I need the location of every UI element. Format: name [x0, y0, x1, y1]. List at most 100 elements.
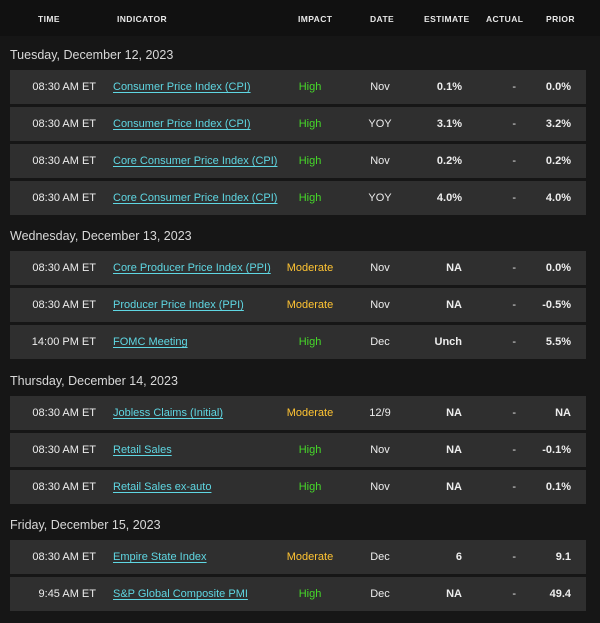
event-period: Dec	[370, 336, 390, 348]
event-period: Dec	[370, 551, 390, 563]
actual-value: -	[512, 481, 516, 493]
estimate-value: NA	[446, 444, 462, 456]
prior-value: -0.1%	[542, 444, 571, 456]
indicator-link[interactable]: Producer Price Index (PPI)	[113, 299, 244, 311]
actual-value: -	[512, 588, 516, 600]
day-heading: Friday, December 15, 2023	[10, 518, 161, 532]
prior-value: 0.0%	[545, 81, 571, 93]
event-row: 08:30 AM ET Empire State Index Moderate Dec…	[10, 540, 586, 574]
estimate-value: 3.1%	[436, 118, 462, 130]
impact-level: High	[298, 81, 322, 93]
event-time: 08:30 AM ET	[32, 299, 96, 311]
impact-level: High	[298, 481, 322, 493]
estimate-value: Unch	[434, 336, 463, 348]
indicator-link[interactable]: Jobless Claims (Initial)	[113, 407, 224, 419]
event-row: 9:45 AM ET S&P Global Composite PMI High De…	[10, 577, 586, 611]
event-row: 08:30 AM ET Core Consumer Price Index (CP…	[10, 144, 586, 178]
header-estimate: ESTIMATE	[424, 14, 470, 24]
header-prior: PRIOR	[546, 14, 575, 24]
indicator-link[interactable]: S&P Global Composite PMI	[113, 588, 248, 600]
event-time: 08:30 AM ET	[32, 481, 96, 493]
event-period: Nov	[370, 262, 390, 274]
actual-value: -	[512, 407, 516, 419]
event-time: 08:30 AM ET	[32, 262, 96, 274]
estimate-value: 4.0%	[436, 192, 462, 204]
event-row: 08:30 AM ET Consumer Price Index (CPI) Hig…	[10, 70, 586, 104]
event-row: 08:30 AM ET Core Consumer Price Index (CP…	[10, 181, 586, 215]
day-heading: Wednesday, December 13, 2023	[10, 229, 192, 243]
indicator-link[interactable]: Consumer Price Index (CPI)	[113, 81, 251, 93]
event-row: 08:30 AM ET Retail Sales High Nov NA - -0.1%	[10, 433, 586, 467]
event-row: 08:30 AM ET Producer Price Index (PPI) Mod…	[10, 288, 586, 322]
actual-value: -	[512, 192, 516, 204]
event-time: 08:30 AM ET	[32, 81, 96, 93]
prior-value: -0.5%	[542, 299, 571, 311]
event-row: 08:30 AM ET Retail Sales ex-auto High Nov NA…	[10, 470, 586, 504]
indicator-link[interactable]: Consumer Price Index (CPI)	[113, 118, 251, 130]
impact-level: Moderate	[286, 299, 334, 311]
impact-level: High	[298, 118, 322, 130]
header-actual: ACTUAL	[486, 14, 524, 24]
event-period: YOY	[368, 118, 392, 130]
impact-level: High	[298, 336, 322, 348]
event-time: 14:00 PM ET	[31, 336, 96, 348]
actual-value: -	[512, 444, 516, 456]
header-time: TIME	[38, 14, 60, 24]
estimate-value: NA	[446, 481, 462, 493]
indicator-link[interactable]: Core Consumer Price Index (CPI)	[113, 192, 278, 204]
impact-level: High	[298, 588, 322, 600]
actual-value: -	[512, 155, 516, 167]
event-row: 08:30 AM ET Jobless Claims (Initial) Moder…	[10, 396, 586, 430]
estimate-value: NA	[446, 407, 462, 419]
estimate-value: NA	[446, 262, 462, 274]
impact-level: High	[298, 155, 322, 167]
impact-level: High	[298, 444, 322, 456]
prior-value: 0.2%	[545, 155, 571, 167]
table-header: TIME INDICATOR IMPACT DATE ESTIMATE ACTU…	[0, 0, 600, 36]
event-row: 08:30 AM ET Core Producer Price Index (PP…	[10, 251, 586, 285]
actual-value: -	[512, 336, 516, 348]
impact-level: Moderate	[286, 551, 334, 563]
estimate-value: NA	[446, 299, 462, 311]
actual-value: -	[512, 118, 516, 130]
estimate-value: 0.1%	[436, 81, 462, 93]
estimate-value: 0.2%	[436, 155, 462, 167]
indicator-link[interactable]: FOMC Meeting	[113, 336, 188, 348]
day-heading: Thursday, December 14, 2023	[10, 374, 178, 388]
actual-value: -	[512, 262, 516, 274]
event-row: 08:30 AM ET Consumer Price Index (CPI) Hig…	[10, 107, 586, 141]
event-time: 08:30 AM ET	[32, 155, 96, 167]
event-period: Nov	[370, 299, 390, 311]
prior-value: 5.5%	[545, 336, 571, 348]
header-date: DATE	[370, 14, 395, 24]
actual-value: -	[512, 81, 516, 93]
impact-level: High	[298, 192, 322, 204]
prior-value: 49.4	[549, 588, 571, 600]
prior-value: 9.1	[555, 551, 571, 563]
estimate-value: NA	[446, 588, 462, 600]
prior-value: 0.0%	[545, 262, 571, 274]
event-row: 14:00 PM ET FOMC Meeting High Dec Unch - 5.5%	[10, 325, 586, 359]
event-time: 08:30 AM ET	[32, 407, 96, 419]
indicator-link[interactable]: Empire State Index	[113, 551, 207, 563]
prior-value: NA	[555, 407, 571, 419]
indicator-link[interactable]: Core Producer Price Index (PPI)	[113, 262, 271, 274]
impact-level: Moderate	[286, 262, 334, 274]
indicator-link[interactable]: Retail Sales ex-auto	[113, 481, 212, 493]
event-period: Nov	[370, 81, 390, 93]
event-time: 08:30 AM ET	[32, 551, 96, 563]
actual-value: -	[512, 551, 516, 563]
prior-value: 3.2%	[545, 118, 571, 130]
header-indicator: INDICATOR	[117, 14, 168, 24]
actual-value: -	[512, 299, 516, 311]
header-impact: IMPACT	[298, 14, 333, 24]
day-heading: Tuesday, December 12, 2023	[10, 48, 174, 62]
indicator-link[interactable]: Core Consumer Price Index (CPI)	[113, 155, 278, 167]
event-period: Nov	[370, 155, 390, 167]
estimate-value: 6	[455, 551, 462, 563]
event-time: 08:30 AM ET	[32, 118, 96, 130]
event-period: Dec	[370, 588, 390, 600]
event-period: YOY	[368, 192, 392, 204]
prior-value: 4.0%	[545, 192, 571, 204]
indicator-link[interactable]: Retail Sales	[113, 444, 172, 456]
